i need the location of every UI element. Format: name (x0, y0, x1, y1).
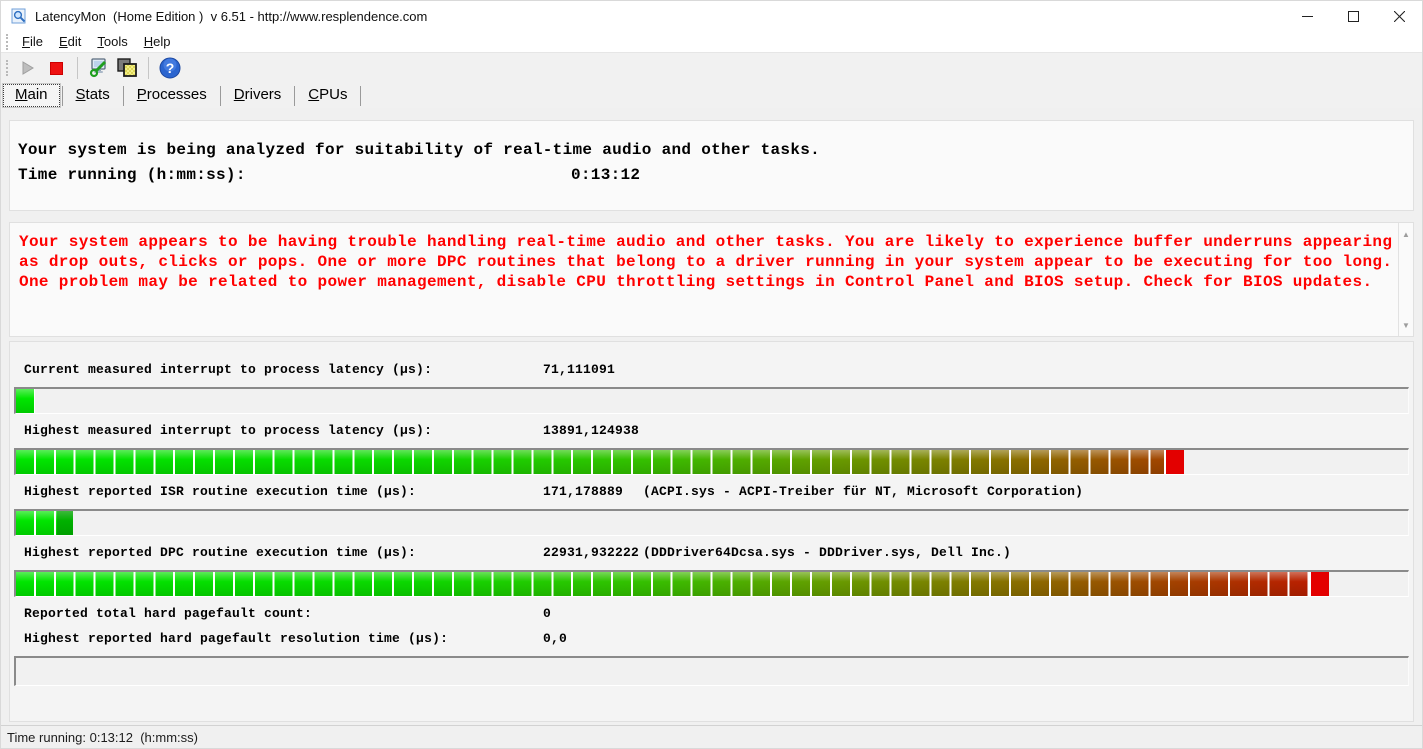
svg-text:?: ? (166, 60, 175, 76)
driver-detail: (DDDriver64Dcsa.sys - DDDriver.sys, Dell… (643, 545, 1012, 560)
pagefault-count-row: Reported total hard pagefault count: 0 (12, 606, 1411, 622)
warning-scrollbar[interactable]: ▲ ▼ (1398, 223, 1413, 336)
copy-report-button[interactable] (113, 55, 141, 81)
options-button[interactable] (85, 55, 113, 81)
status-bar: Time running: 0:13:12 (h:mm:ss) (1, 725, 1422, 748)
stop-monitor-button[interactable] (42, 55, 70, 81)
toolbar-separator (148, 57, 149, 79)
measurement-value: 13891,124938 (543, 423, 640, 438)
scroll-down-icon[interactable]: ▼ (1402, 321, 1410, 330)
isr-bar-track (14, 509, 1409, 536)
scroll-up-icon[interactable]: ▲ (1402, 230, 1410, 239)
warning-panel: Your system appears to be having trouble… (9, 222, 1414, 337)
measurements-panel: Current measured interrupt to process la… (9, 341, 1414, 722)
dpc-bar-fill (16, 572, 1329, 596)
title-bar: LatencyMon (Home Edition ) v 6.51 - http… (1, 1, 1422, 31)
tab-separator (219, 85, 221, 106)
isr-bar-fill (16, 511, 74, 535)
analysis-panel: Your system is being analyzed for suitab… (9, 120, 1414, 211)
highest-latency-row: Highest measured interrupt to process la… (12, 423, 1411, 439)
status-text: Time running: 0:13:12 (h:mm:ss) (7, 729, 198, 745)
highest-latency-bar-track (14, 448, 1409, 475)
menubar-gripper[interactable] (6, 33, 10, 50)
minimize-icon (1301, 15, 1313, 17)
close-button[interactable] (1376, 1, 1422, 31)
menu-help[interactable]: Help (143, 33, 171, 49)
measurement-value: 0 (543, 606, 552, 621)
stop-icon (49, 61, 63, 75)
warning-line: Your system appears to be having trouble… (19, 233, 1393, 251)
dpc-bar-track (14, 570, 1409, 597)
measurement-value: 171,178889 (543, 484, 624, 499)
measurement-label: Reported total hard pagefault count: (24, 606, 313, 621)
warning-line: as drop outs, clicks or pops. One or mor… (19, 253, 1393, 271)
pagefault-resolution-row: Highest reported hard pagefault resoluti… (12, 631, 1411, 647)
tab-drivers[interactable]: Drivers (233, 86, 282, 103)
menu-file[interactable]: File (22, 33, 43, 49)
tab-stats[interactable]: Stats (75, 86, 110, 103)
menu-tools[interactable]: Tools (97, 33, 128, 49)
pagefault-bar-track (14, 656, 1409, 686)
toolbar-separator (77, 57, 78, 79)
tab-processes[interactable]: Processes (136, 86, 207, 103)
window-title: LatencyMon (Home Edition ) v 6.51 - http… (35, 8, 428, 24)
window-controls (1284, 1, 1422, 31)
analysis-headline: Your system is being analyzed for suitab… (18, 141, 821, 159)
measurement-label: Highest reported ISR routine execution t… (24, 484, 417, 499)
app-icon (11, 8, 26, 24)
tab-separator (360, 85, 362, 106)
tab-bar: Main Stats Processes Drivers CPUs (1, 83, 1422, 108)
driver-detail: (ACPI.sys - ACPI-Treiber für NT, Microso… (643, 484, 1084, 499)
current-latency-row: Current measured interrupt to process la… (12, 362, 1411, 378)
main-content: Your system is being analyzed for suitab… (1, 108, 1422, 725)
measurement-value: 0,0 (543, 631, 568, 646)
help-icon: ? (159, 57, 181, 79)
measurement-label: Current measured interrupt to process la… (24, 362, 433, 377)
toolbar-gripper[interactable] (6, 60, 10, 76)
start-icon (22, 61, 34, 75)
close-icon (1393, 10, 1405, 22)
highest-latency-bar-fill (16, 450, 1184, 474)
tab-cpus[interactable]: CPUs (308, 86, 348, 103)
dpc-time-row: Highest reported DPC routine execution t… (12, 545, 1411, 561)
warning-line: One problem may be related to power mana… (19, 273, 1373, 291)
tab-separator (61, 85, 63, 106)
isr-time-row: Highest reported ISR routine execution t… (12, 484, 1411, 500)
time-running-label: Time running (h:mm:ss): (18, 166, 246, 184)
measurement-label: Highest reported hard pagefault resoluti… (24, 631, 449, 646)
measurement-label: Highest measured interrupt to process la… (24, 423, 433, 438)
tab-main[interactable]: Main (3, 84, 60, 107)
maximize-icon (1347, 10, 1359, 22)
help-button[interactable]: ? (156, 55, 184, 81)
minimize-button[interactable] (1284, 1, 1330, 31)
time-running-row: Time running (h:mm:ss): 0:13:12 (18, 166, 1413, 184)
start-monitor-button[interactable] (14, 55, 42, 81)
tab-separator (122, 85, 124, 106)
copy-report-icon (117, 58, 137, 77)
toolbar: ? (1, 52, 1422, 83)
menu-bar: File Edit Tools Help (1, 31, 1422, 52)
current-latency-bar-track (14, 387, 1409, 414)
measurement-value: 22931,932222 (543, 545, 640, 560)
measurement-value: 71,111091 (543, 362, 616, 377)
time-running-value: 0:13:12 (571, 166, 641, 184)
current-latency-bar-fill (16, 389, 36, 413)
menu-edit[interactable]: Edit (58, 33, 82, 49)
tab-separator (294, 85, 296, 106)
maximize-button[interactable] (1330, 1, 1376, 31)
options-icon (89, 58, 107, 78)
measurement-label: Highest reported DPC routine execution t… (24, 545, 417, 560)
